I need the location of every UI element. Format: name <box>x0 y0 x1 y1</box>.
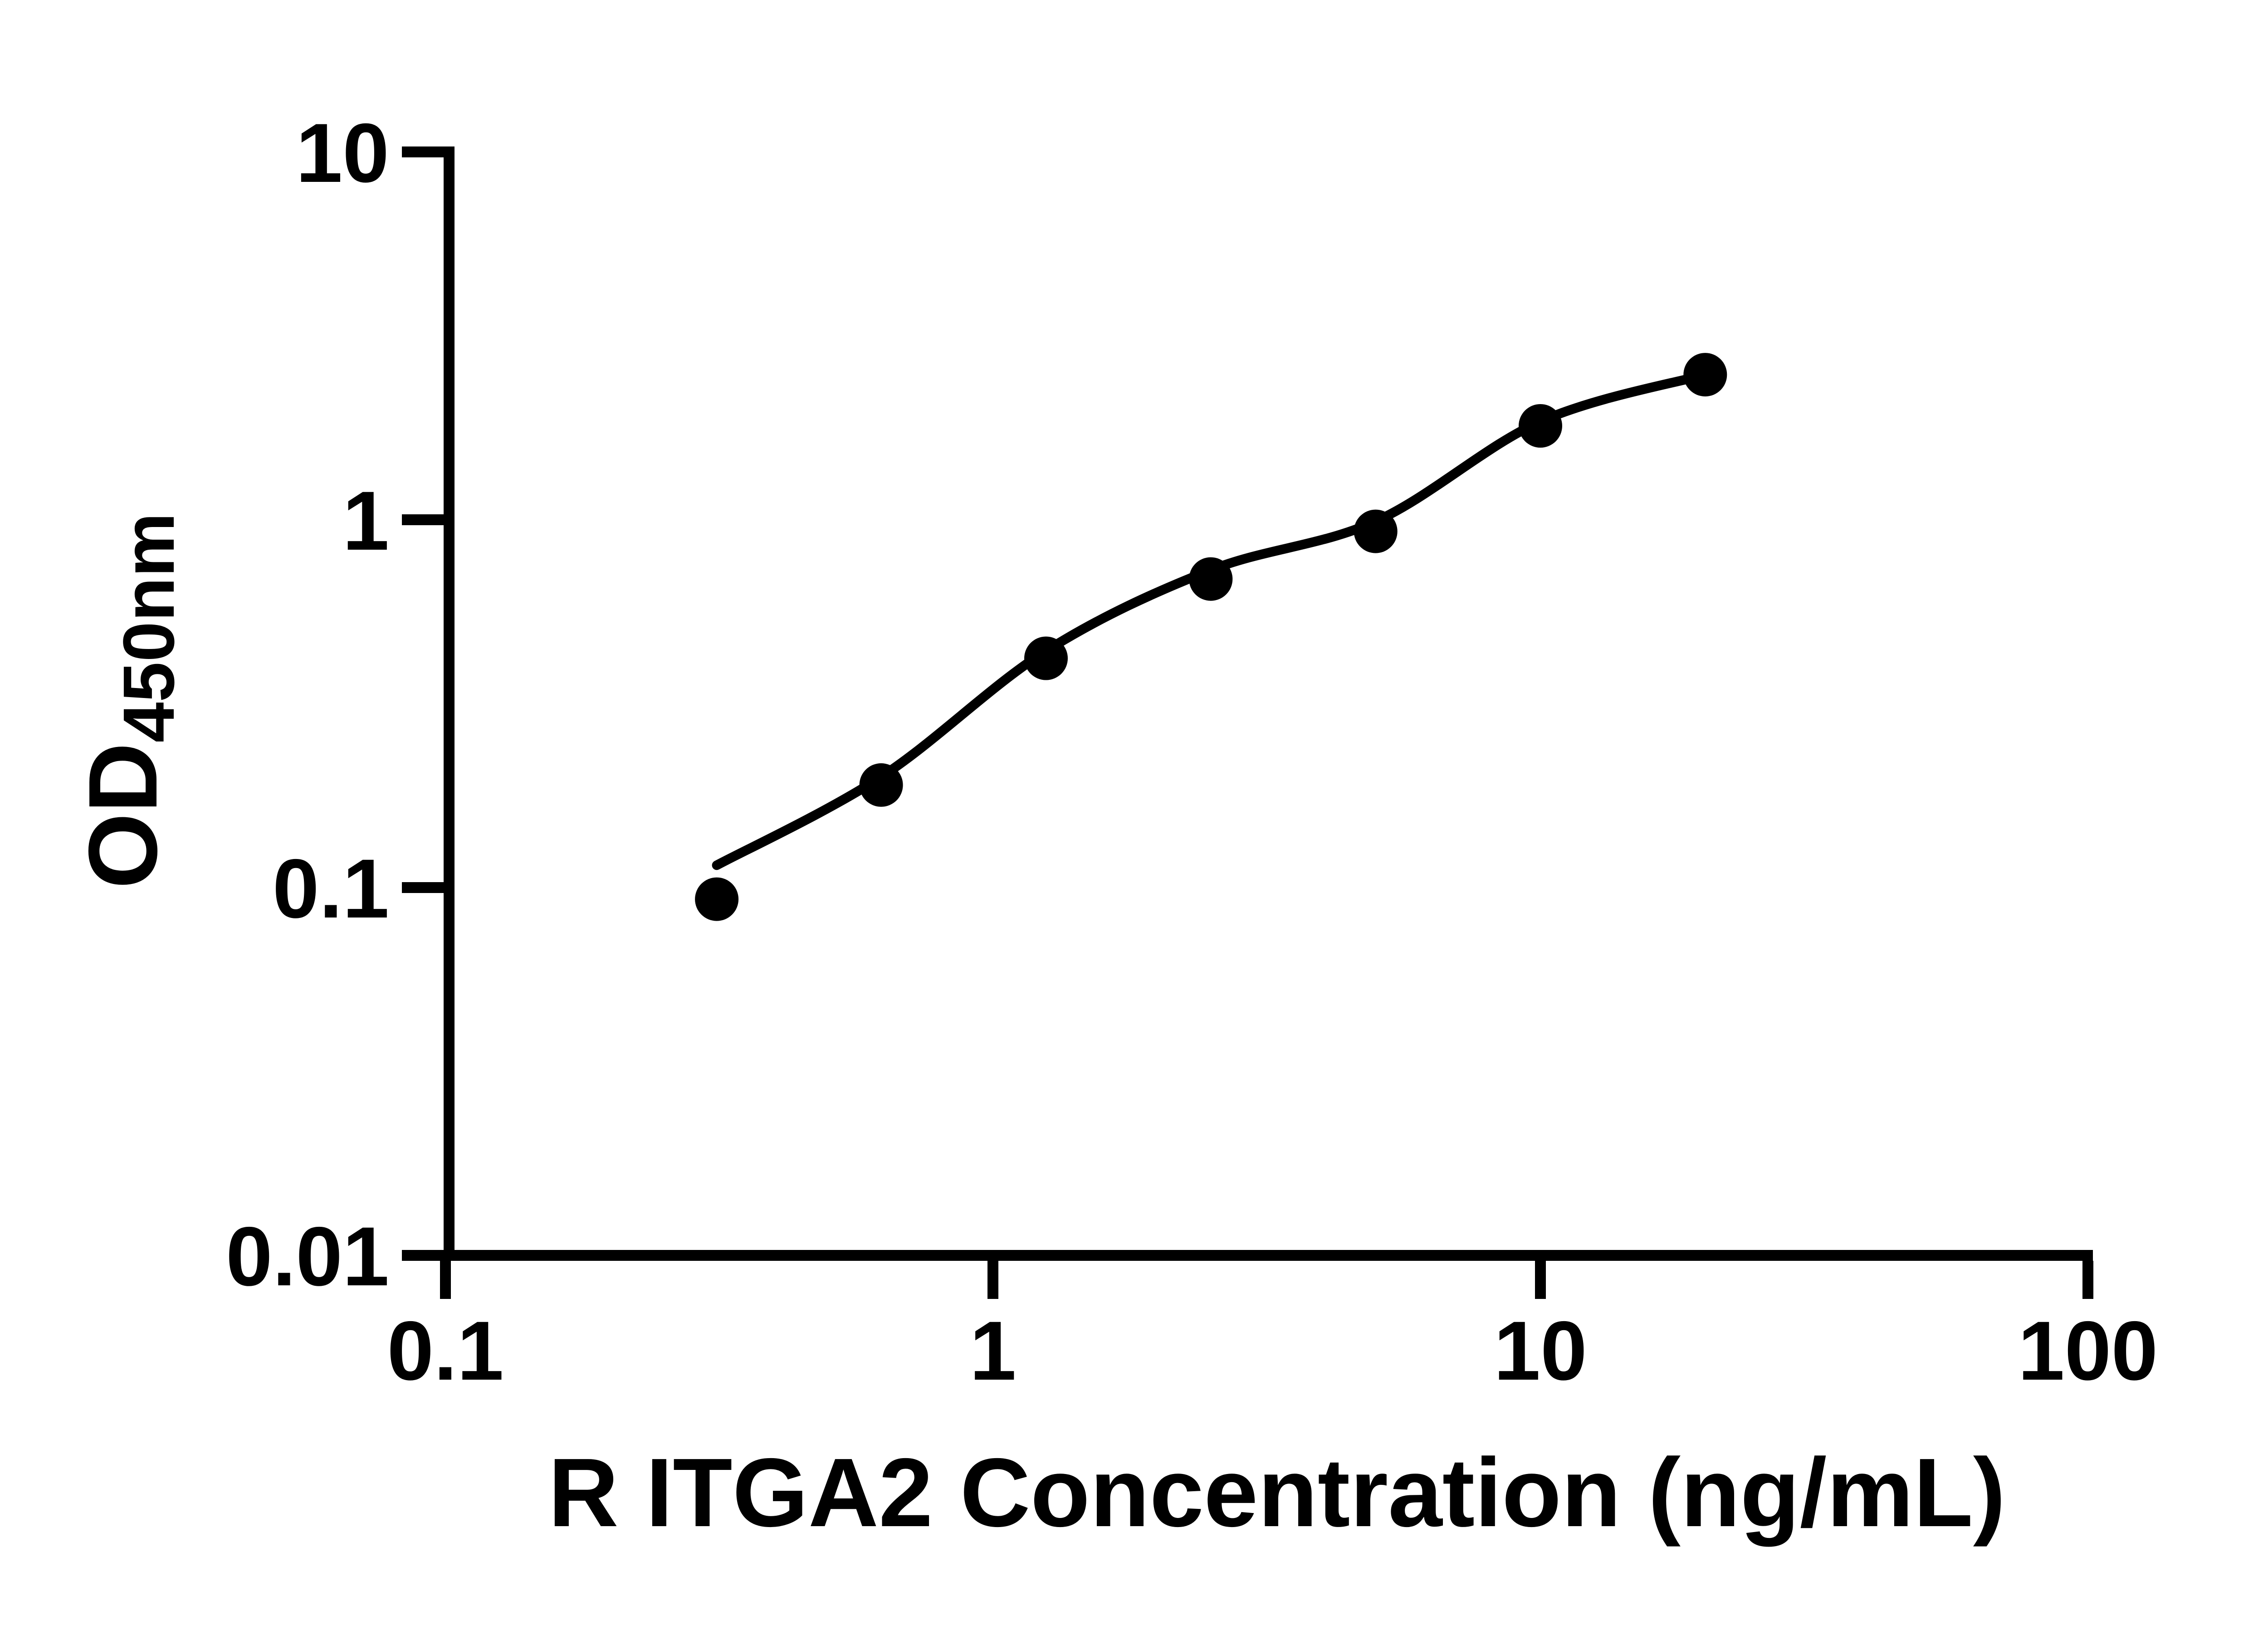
y-tick-label: 0.1 <box>273 842 389 936</box>
data-point <box>1519 404 1562 448</box>
x-axis-title: R ITGA2 Concentration (ng/mL) <box>548 1438 2006 1547</box>
x-tick-label: 100 <box>2018 1304 2158 1398</box>
y-axis-title-main: OD <box>68 742 177 889</box>
x-tick-label: 10 <box>1494 1304 1587 1398</box>
data-point <box>1354 509 1398 553</box>
x-tick-label: 1 <box>970 1304 1017 1398</box>
data-point <box>1024 636 1068 680</box>
x-tick-labels-group: 0.1 1 10 100 <box>387 1304 2158 1398</box>
y-tick-labels-group: 10 1 0.1 0.01 <box>226 107 389 1303</box>
y-axis-title: OD450nm <box>68 512 189 888</box>
y-axis-ticks-group <box>402 146 444 1261</box>
data-point <box>695 877 739 921</box>
data-point <box>1189 557 1233 601</box>
data-point <box>859 763 903 807</box>
y-axis-title-subscript: 450nm <box>108 512 189 742</box>
y-tick-label: 1 <box>342 474 389 568</box>
data-point <box>1683 353 1727 397</box>
y-tick-label: 0.01 <box>226 1210 389 1303</box>
data-points-group <box>695 353 1727 921</box>
x-axis-ticks-group <box>440 1261 2093 1299</box>
y-tick-label: 10 <box>296 107 389 200</box>
x-tick-label: 0.1 <box>387 1304 503 1398</box>
